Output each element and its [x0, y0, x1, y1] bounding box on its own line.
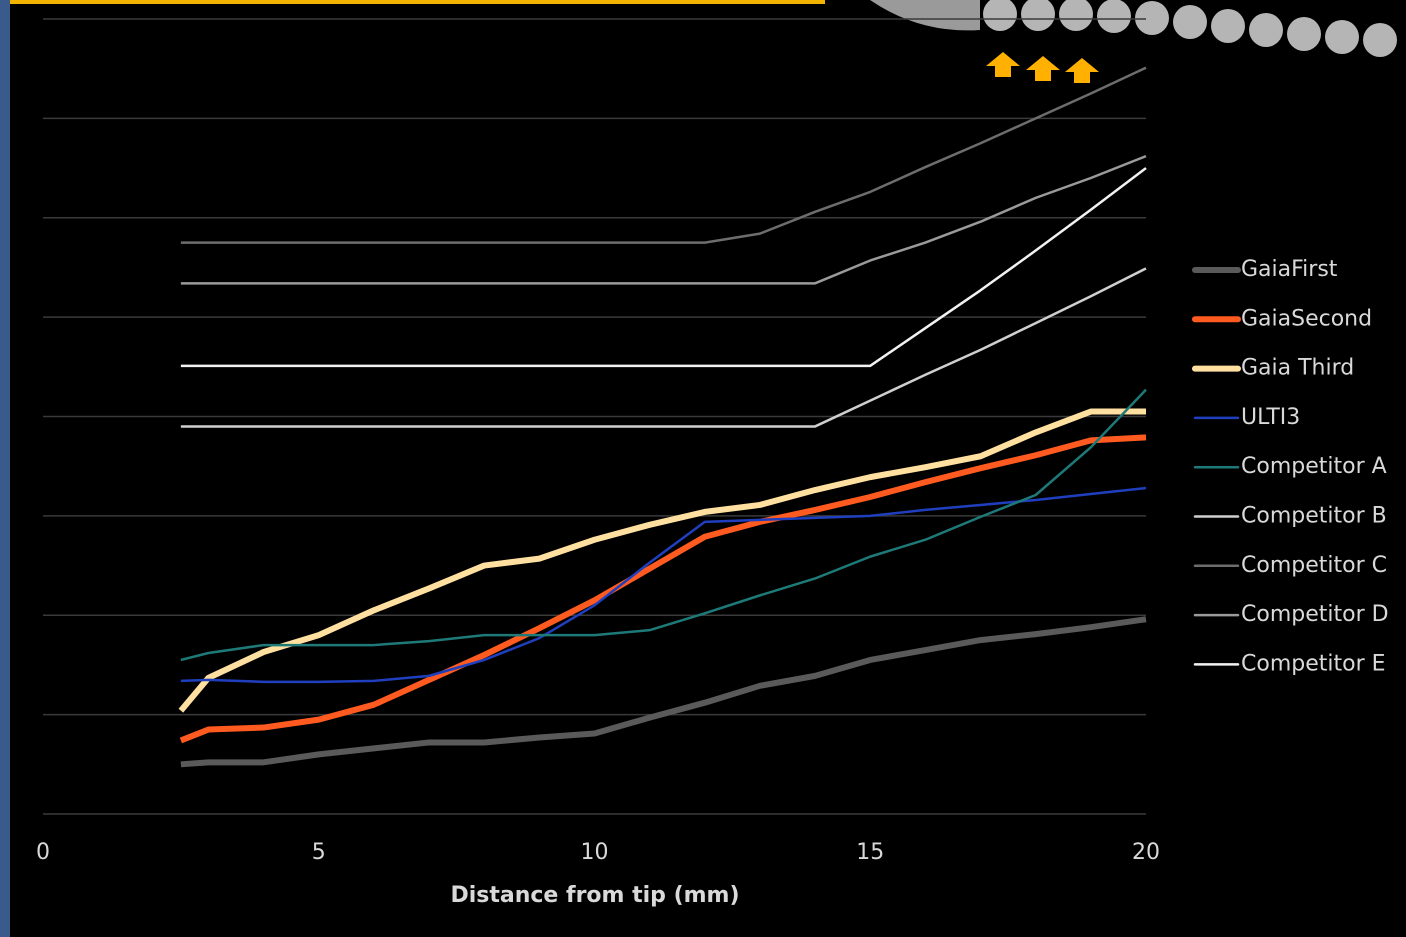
- legend-label: Competitor D: [1241, 602, 1389, 627]
- bead: [1173, 5, 1207, 39]
- arrow: [986, 52, 1020, 77]
- bead: [1211, 9, 1245, 43]
- top-bar: [10, 0, 825, 4]
- x-tick-label: 0: [36, 840, 50, 865]
- legend-label: GaiaFirst: [1241, 257, 1338, 282]
- series-line: [180, 616, 1147, 768]
- probe-tip: [870, 0, 980, 31]
- x-tick-label: 5: [312, 840, 326, 865]
- decoration: [870, 0, 1397, 83]
- arrow: [1026, 56, 1060, 81]
- x-tick-label: 10: [581, 840, 609, 865]
- legend-label: ULTI3: [1241, 405, 1300, 430]
- legend-label: Competitor C: [1241, 553, 1387, 578]
- bead: [1249, 13, 1283, 47]
- series-line: [178, 408, 1146, 713]
- arrows: [986, 52, 1099, 83]
- series-line: [179, 434, 1147, 744]
- bead: [1363, 23, 1397, 57]
- side-strip: [0, 0, 10, 937]
- x-tick-label: 20: [1132, 840, 1160, 865]
- series-line: [180, 388, 1147, 662]
- x-tick-label: 15: [856, 840, 884, 865]
- bead: [983, 0, 1017, 31]
- bead: [1097, 0, 1131, 33]
- legend-label: Competitor B: [1241, 504, 1387, 529]
- bead: [1325, 20, 1359, 54]
- beads: [983, 0, 1397, 57]
- series-line: [180, 267, 1147, 428]
- legend-label: Gaia Third: [1241, 356, 1354, 381]
- bead: [1135, 1, 1169, 35]
- series-line: [180, 154, 1147, 285]
- arrow: [1065, 58, 1099, 83]
- series-line: [180, 167, 1147, 368]
- legend-label: GaiaSecond: [1241, 306, 1372, 331]
- bead: [1059, 0, 1093, 31]
- series-line: [180, 486, 1147, 684]
- bead: [1287, 17, 1321, 51]
- series-line: [180, 66, 1147, 244]
- legend-label: Competitor A: [1241, 454, 1387, 479]
- legend-label: Competitor E: [1241, 651, 1386, 676]
- bead: [1021, 0, 1055, 31]
- x-axis-label: Distance from tip (mm): [450, 883, 739, 908]
